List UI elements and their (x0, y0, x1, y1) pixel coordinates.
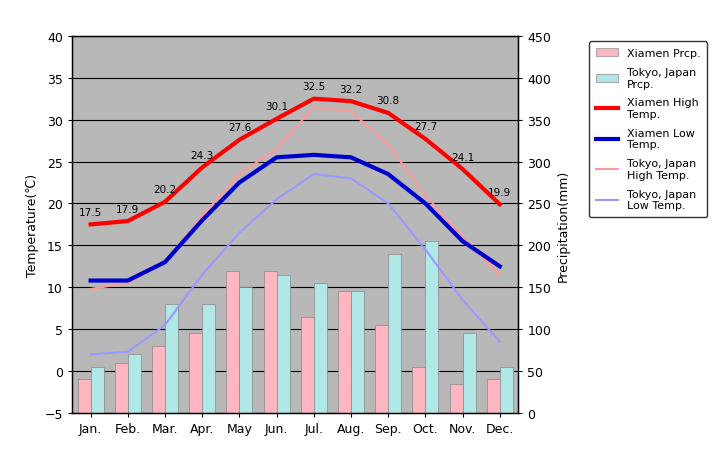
Y-axis label: Precipitation(mm): Precipitation(mm) (557, 169, 570, 281)
Bar (301, 317, 314, 413)
Text: 24.1: 24.1 (451, 152, 474, 162)
Bar (487, 380, 500, 413)
Text: 19.9: 19.9 (488, 187, 511, 197)
Bar (78, 380, 91, 413)
Text: 20.2: 20.2 (153, 185, 176, 195)
Bar (114, 363, 128, 413)
Text: 32.5: 32.5 (302, 82, 325, 92)
Bar (264, 271, 276, 413)
Text: 17.5: 17.5 (79, 207, 102, 218)
Bar (426, 241, 438, 413)
Bar (152, 346, 165, 413)
Text: 27.7: 27.7 (414, 122, 437, 132)
Text: 27.6: 27.6 (228, 123, 251, 133)
Text: 30.1: 30.1 (265, 102, 288, 112)
Bar (276, 275, 289, 413)
Bar (338, 292, 351, 413)
Bar (462, 334, 476, 413)
Bar (351, 292, 364, 413)
Bar (165, 304, 178, 413)
Bar (388, 254, 401, 413)
Y-axis label: Temperature(℃): Temperature(℃) (26, 174, 39, 276)
Bar (375, 325, 388, 413)
Bar (239, 288, 253, 413)
Bar (189, 334, 202, 413)
Text: 30.8: 30.8 (377, 96, 400, 106)
Text: 24.3: 24.3 (191, 151, 214, 161)
Bar (500, 367, 513, 413)
Bar (128, 354, 141, 413)
Text: 17.9: 17.9 (116, 204, 140, 214)
Legend: Xiamen Prcp., Tokyo, Japan
Prcp., Xiamen High
Temp., Xiamen Low
Temp., Tokyo, Ja: Xiamen Prcp., Tokyo, Japan Prcp., Xiamen… (589, 42, 707, 218)
Bar (226, 271, 239, 413)
Bar (413, 367, 426, 413)
Bar (314, 284, 327, 413)
Bar (449, 384, 462, 413)
Bar (202, 304, 215, 413)
Text: 32.2: 32.2 (339, 84, 363, 95)
Bar (91, 367, 104, 413)
